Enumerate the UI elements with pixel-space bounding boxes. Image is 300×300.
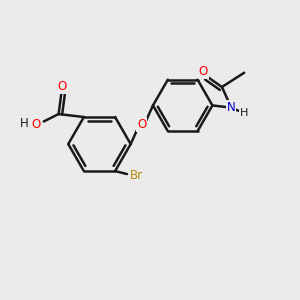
Text: O: O bbox=[57, 80, 66, 93]
Text: N: N bbox=[226, 101, 235, 114]
Text: O: O bbox=[137, 118, 146, 131]
Text: O: O bbox=[199, 65, 208, 78]
Text: H: H bbox=[20, 117, 29, 130]
Text: H: H bbox=[240, 108, 248, 118]
Text: Br: Br bbox=[130, 169, 143, 182]
Text: O: O bbox=[31, 118, 40, 131]
